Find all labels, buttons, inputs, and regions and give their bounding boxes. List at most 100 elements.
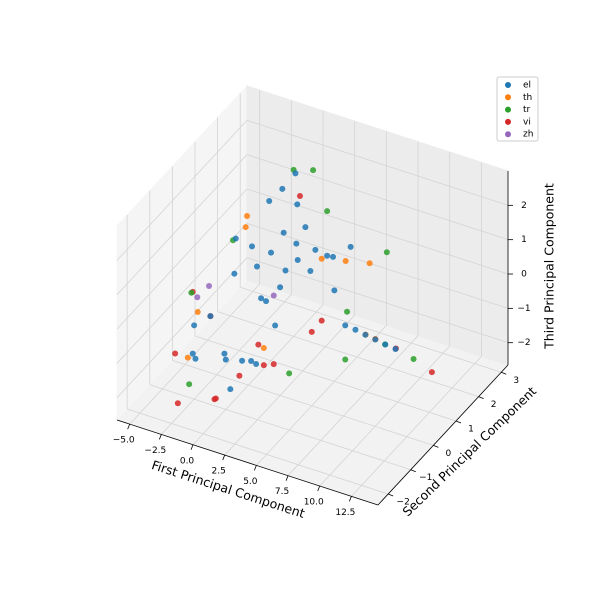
point [347, 243, 354, 250]
grid [116, 90, 509, 497]
legend-marker [505, 118, 511, 125]
x-tick [349, 496, 352, 502]
legend: el th tr vi zh [496, 76, 539, 142]
x-tick-label: 10.0 [304, 498, 324, 508]
point [324, 208, 331, 215]
point [372, 336, 379, 343]
z-grid-line [246, 257, 509, 344]
z-tick-label: 1 [521, 235, 527, 245]
point [410, 355, 417, 362]
y-tick-label: 3 [513, 376, 519, 386]
z-grid-line [116, 154, 248, 295]
point [292, 170, 299, 177]
legend-label: tr [523, 105, 531, 115]
y-tick [410, 469, 416, 473]
point [302, 224, 309, 231]
y-grid-line [172, 359, 434, 446]
y-grid-line [194, 335, 457, 422]
point [428, 369, 435, 376]
point [293, 240, 300, 247]
x-tick [317, 485, 321, 492]
legend-marker [505, 94, 511, 101]
x-tick-label: 2.5 [212, 467, 226, 477]
point [194, 308, 201, 315]
point [253, 263, 260, 270]
legend-box [496, 76, 539, 142]
point [342, 356, 349, 363]
y-axis-line [377, 364, 509, 506]
x-grid-line [256, 325, 387, 466]
y-tick-label: 0 [446, 449, 452, 459]
point [188, 289, 195, 296]
y-tick [388, 493, 394, 497]
point [239, 357, 246, 364]
point [194, 294, 201, 301]
y-grid-line [240, 286, 502, 373]
y-tick [478, 396, 484, 400]
x-grid-line [192, 304, 324, 446]
point [258, 295, 265, 302]
y-tick-label: −1 [419, 473, 432, 483]
z-grid-line [246, 119, 509, 206]
point [382, 341, 389, 348]
point [331, 287, 338, 294]
point [242, 224, 249, 231]
z-grid-line [116, 188, 248, 330]
point [307, 267, 314, 274]
x-tick [127, 423, 131, 430]
point [221, 350, 228, 357]
point [308, 328, 315, 335]
y-grid-line [217, 311, 479, 398]
x-grid-line [224, 314, 355, 456]
axes: −5.0 −2.5 0.0 2.5 5.0 7.5 10.0 12.5 −2 −1 0 1 2 3 −2 −1… [113, 171, 531, 518]
points [172, 166, 435, 407]
z-tick-label: −2 [517, 338, 530, 348]
point [172, 350, 179, 357]
point [232, 235, 239, 242]
point [294, 256, 301, 263]
point [192, 355, 199, 362]
x-tick-label: −2.5 [144, 446, 166, 456]
point [207, 313, 214, 320]
y-grid-line [127, 408, 389, 495]
x-tick-label: 5.0 [243, 477, 258, 487]
point [366, 260, 373, 267]
point [260, 345, 267, 352]
y-tick-label: 2 [491, 400, 497, 410]
point [286, 370, 293, 377]
x-tick [285, 475, 289, 481]
y-tick [455, 420, 462, 424]
x-tick-label: 12.5 [335, 508, 355, 518]
point [277, 284, 284, 291]
z-grid-line [246, 188, 509, 275]
y-grid-line [149, 384, 411, 471]
point [294, 201, 301, 208]
point [249, 243, 256, 250]
point [330, 253, 337, 260]
point [255, 341, 262, 348]
point [174, 400, 181, 407]
z-grid-line [246, 154, 509, 241]
legend-marker [505, 82, 511, 88]
point [318, 255, 325, 262]
point [280, 229, 287, 236]
legend-label: zh [523, 130, 533, 140]
point [342, 258, 349, 265]
point [186, 381, 193, 388]
point [344, 308, 351, 315]
point [318, 317, 325, 324]
point [244, 213, 251, 220]
x-grid-line [351, 356, 482, 497]
y-tick [433, 444, 439, 448]
point [189, 350, 196, 357]
x-tick [253, 465, 257, 471]
point [362, 331, 369, 338]
x-tick-label: 7.5 [275, 487, 289, 497]
x-tick-label: −5.0 [113, 436, 135, 446]
point [310, 167, 317, 174]
x-tick [190, 444, 194, 450]
point [324, 252, 331, 259]
point [248, 358, 255, 365]
z-grid-line [246, 222, 509, 309]
